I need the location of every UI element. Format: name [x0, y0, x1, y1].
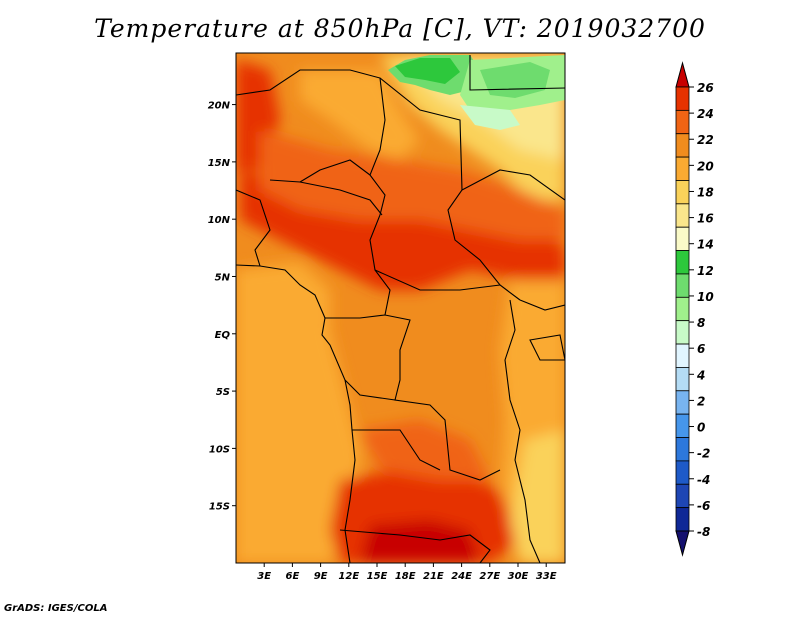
lat-tick-label: 10N [208, 215, 231, 226]
colorbar-label: 8 [697, 316, 705, 330]
colorbar-swatch [675, 460, 690, 485]
colorbar-label: 16 [697, 212, 714, 226]
lon-tick-label: 33E [536, 571, 557, 582]
lon-tick-label: 18E [395, 571, 416, 582]
colorbar-label: 4 [696, 368, 705, 382]
colorbar-swatch [675, 133, 690, 158]
colorbar-swatch [675, 203, 690, 228]
colorbar-swatch [675, 367, 690, 392]
colorbar-label: 12 [697, 264, 714, 278]
colorbar-label: 2 [697, 394, 705, 408]
lon-tick-label: 6E [286, 571, 300, 582]
colorbar-swatch [675, 156, 690, 181]
colorbar-swatch [675, 320, 690, 345]
lat-tick-label: EQ [215, 330, 231, 341]
map-frame [235, 52, 566, 564]
colorbar-swatch [675, 296, 690, 322]
colorbar-label: -2 [697, 447, 710, 461]
lon-tick-label: 15E [367, 571, 388, 582]
lon-tick-label: 3E [257, 571, 271, 582]
lon-tick-label: 12E [338, 571, 359, 582]
temperature-field [236, 53, 565, 563]
lon-tick-label: 30E [508, 571, 529, 582]
lat-tick-label: 20N [208, 101, 231, 112]
lat-tick-label: 15S [209, 502, 230, 513]
grads-credit: GrADS: IGES/COLA [4, 603, 108, 614]
longitude-axis: 3E 6E 9E 12E 15E 18E 21E 24E 27E 30E 33E [257, 563, 557, 582]
colorbar-swatch [675, 109, 690, 135]
colorbar-label: -6 [697, 499, 710, 513]
country-borders [236, 55, 565, 563]
colorbar-label: -4 [697, 473, 710, 487]
colorbar-label: 0 [697, 421, 705, 435]
latitude-axis: 20N 15N 10N 5N EQ 5S 10S 15S [208, 101, 236, 513]
lat-tick-label: 15N [208, 158, 231, 169]
colorbar-label: 10 [697, 290, 714, 304]
colorbar-label: 22 [697, 133, 714, 147]
lat-tick-label: 5S [216, 387, 230, 398]
colorbar-label: 26 [697, 81, 714, 95]
colorbar-swatch [675, 226, 690, 251]
colorbar-swatch [675, 390, 690, 415]
colorbar-swatch [675, 413, 690, 438]
lon-tick-label: 9E [314, 571, 328, 582]
colorbar-label: 20 [697, 159, 714, 173]
map-title: Temperature at 850hPa [C], VT: 201903270… [94, 14, 706, 43]
colorbar-swatch [675, 250, 690, 275]
colorbar-swatch [675, 86, 690, 111]
lat-tick-label: 5N [215, 272, 231, 283]
colorbar-label: 18 [697, 185, 714, 199]
colorbar-top-arrow [675, 61, 690, 88]
colorbar-label: 24 [697, 107, 714, 121]
colorbar-label: -8 [697, 525, 710, 539]
colorbar-swatch [675, 483, 690, 509]
colorbar-swatch [675, 507, 690, 532]
colorbar-label: 14 [697, 238, 714, 252]
lon-tick-label: 21E [423, 571, 444, 582]
colorbar-swatch [675, 437, 690, 462]
colorbar-swatch [675, 180, 690, 205]
colorbar-swatch [675, 343, 690, 368]
colorbar-label: 6 [697, 342, 705, 356]
lat-tick-label: 10S [209, 444, 230, 455]
lon-tick-label: 24E [451, 571, 472, 582]
colorbar-bottom-arrow [675, 530, 690, 557]
colorbar-swatch [675, 273, 690, 298]
lon-tick-label: 27E [479, 571, 500, 582]
